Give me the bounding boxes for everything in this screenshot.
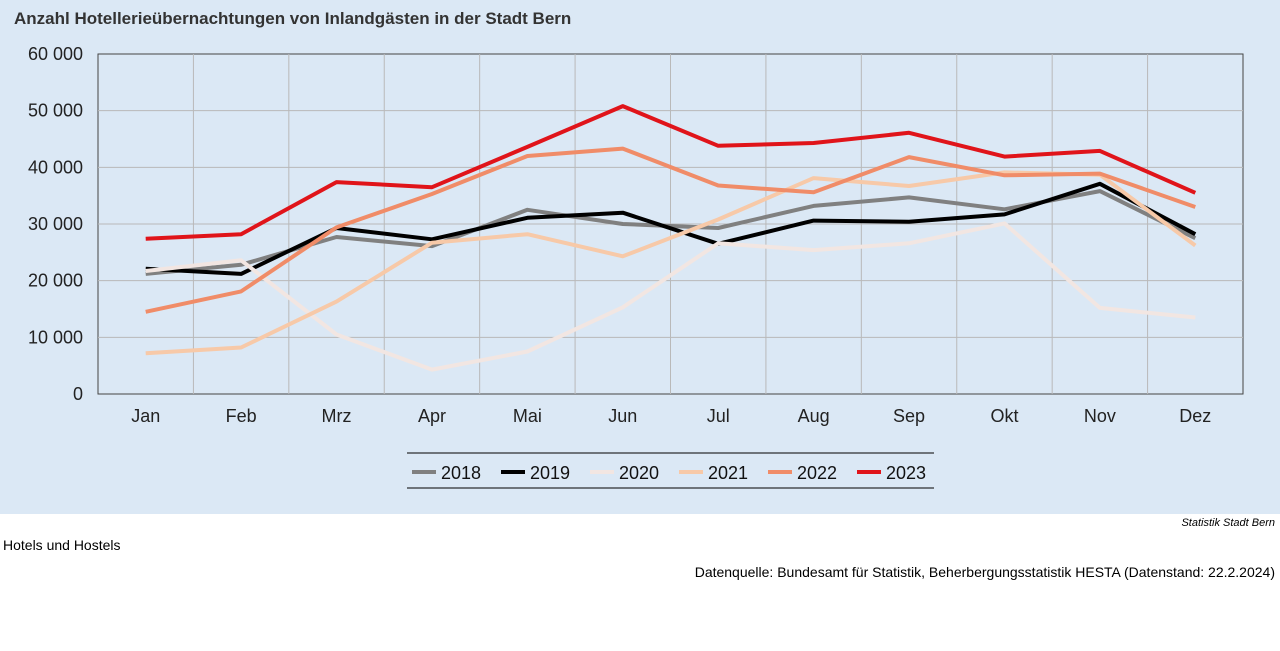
- series-line-2019: [145, 181, 1197, 276]
- x-tick-label: Jan: [131, 406, 160, 426]
- line-chart: 0 10 000 20 000 30 000 40 000 50 000 60 000 Ja…: [28, 44, 1244, 489]
- legend-label-2023: 2023: [886, 463, 926, 483]
- series-line-2021: [145, 170, 1197, 356]
- legend-label-2019: 2019: [530, 463, 570, 483]
- x-tick-label: Sep: [893, 406, 925, 426]
- y-axis-ticks: 0 10 000 20 000 30 000 40 000 50 000 60 000: [28, 44, 83, 404]
- y-tick-label: 30 000: [28, 214, 83, 234]
- x-tick-label: Feb: [226, 406, 257, 426]
- y-tick-label: 60 000: [28, 44, 83, 64]
- y-tick-label: 0: [73, 384, 83, 404]
- legend-label-2020: 2020: [619, 463, 659, 483]
- y-tick-label: 50 000: [28, 101, 83, 121]
- y-tick-label: 10 000: [28, 327, 83, 347]
- y-tick-label: 20 000: [28, 271, 83, 291]
- series-lines: [145, 104, 1197, 372]
- x-tick-label: Jul: [707, 406, 730, 426]
- legend: 2018 2019 2020 2021 2022 2023: [407, 452, 934, 489]
- series-line-2022: [145, 146, 1196, 314]
- x-tick-label: Apr: [418, 406, 446, 426]
- x-tick-label: Mrz: [322, 406, 352, 426]
- series-line-2023: [145, 104, 1197, 241]
- x-axis-ticks: Jan Feb Mrz Apr Mai Jun Jul Aug Sep Okt Nov Dez: [131, 406, 1211, 426]
- footnote: Hotels und Hostels: [3, 537, 121, 553]
- x-tick-label: Nov: [1084, 406, 1116, 426]
- legend-label-2018: 2018: [441, 463, 481, 483]
- legend-label-2021: 2021: [708, 463, 748, 483]
- source-credit: Statistik Stadt Bern: [1181, 517, 1275, 529]
- x-tick-label: Aug: [798, 406, 830, 426]
- x-tick-label: Jun: [608, 406, 637, 426]
- x-tick-label: Mai: [513, 406, 542, 426]
- x-tick-label: Okt: [990, 406, 1018, 426]
- data-source-note: Datenquelle: Bundesamt für Statistik, Be…: [694, 564, 1275, 580]
- chart-title: Anzahl Hotellerieübernachtungen von Inla…: [14, 9, 572, 28]
- legend-label-2022: 2022: [797, 463, 837, 483]
- x-tick-label: Dez: [1179, 406, 1211, 426]
- series-line-2018: [145, 189, 1197, 276]
- y-tick-label: 40 000: [28, 157, 83, 177]
- series-line-2020: [145, 221, 1196, 372]
